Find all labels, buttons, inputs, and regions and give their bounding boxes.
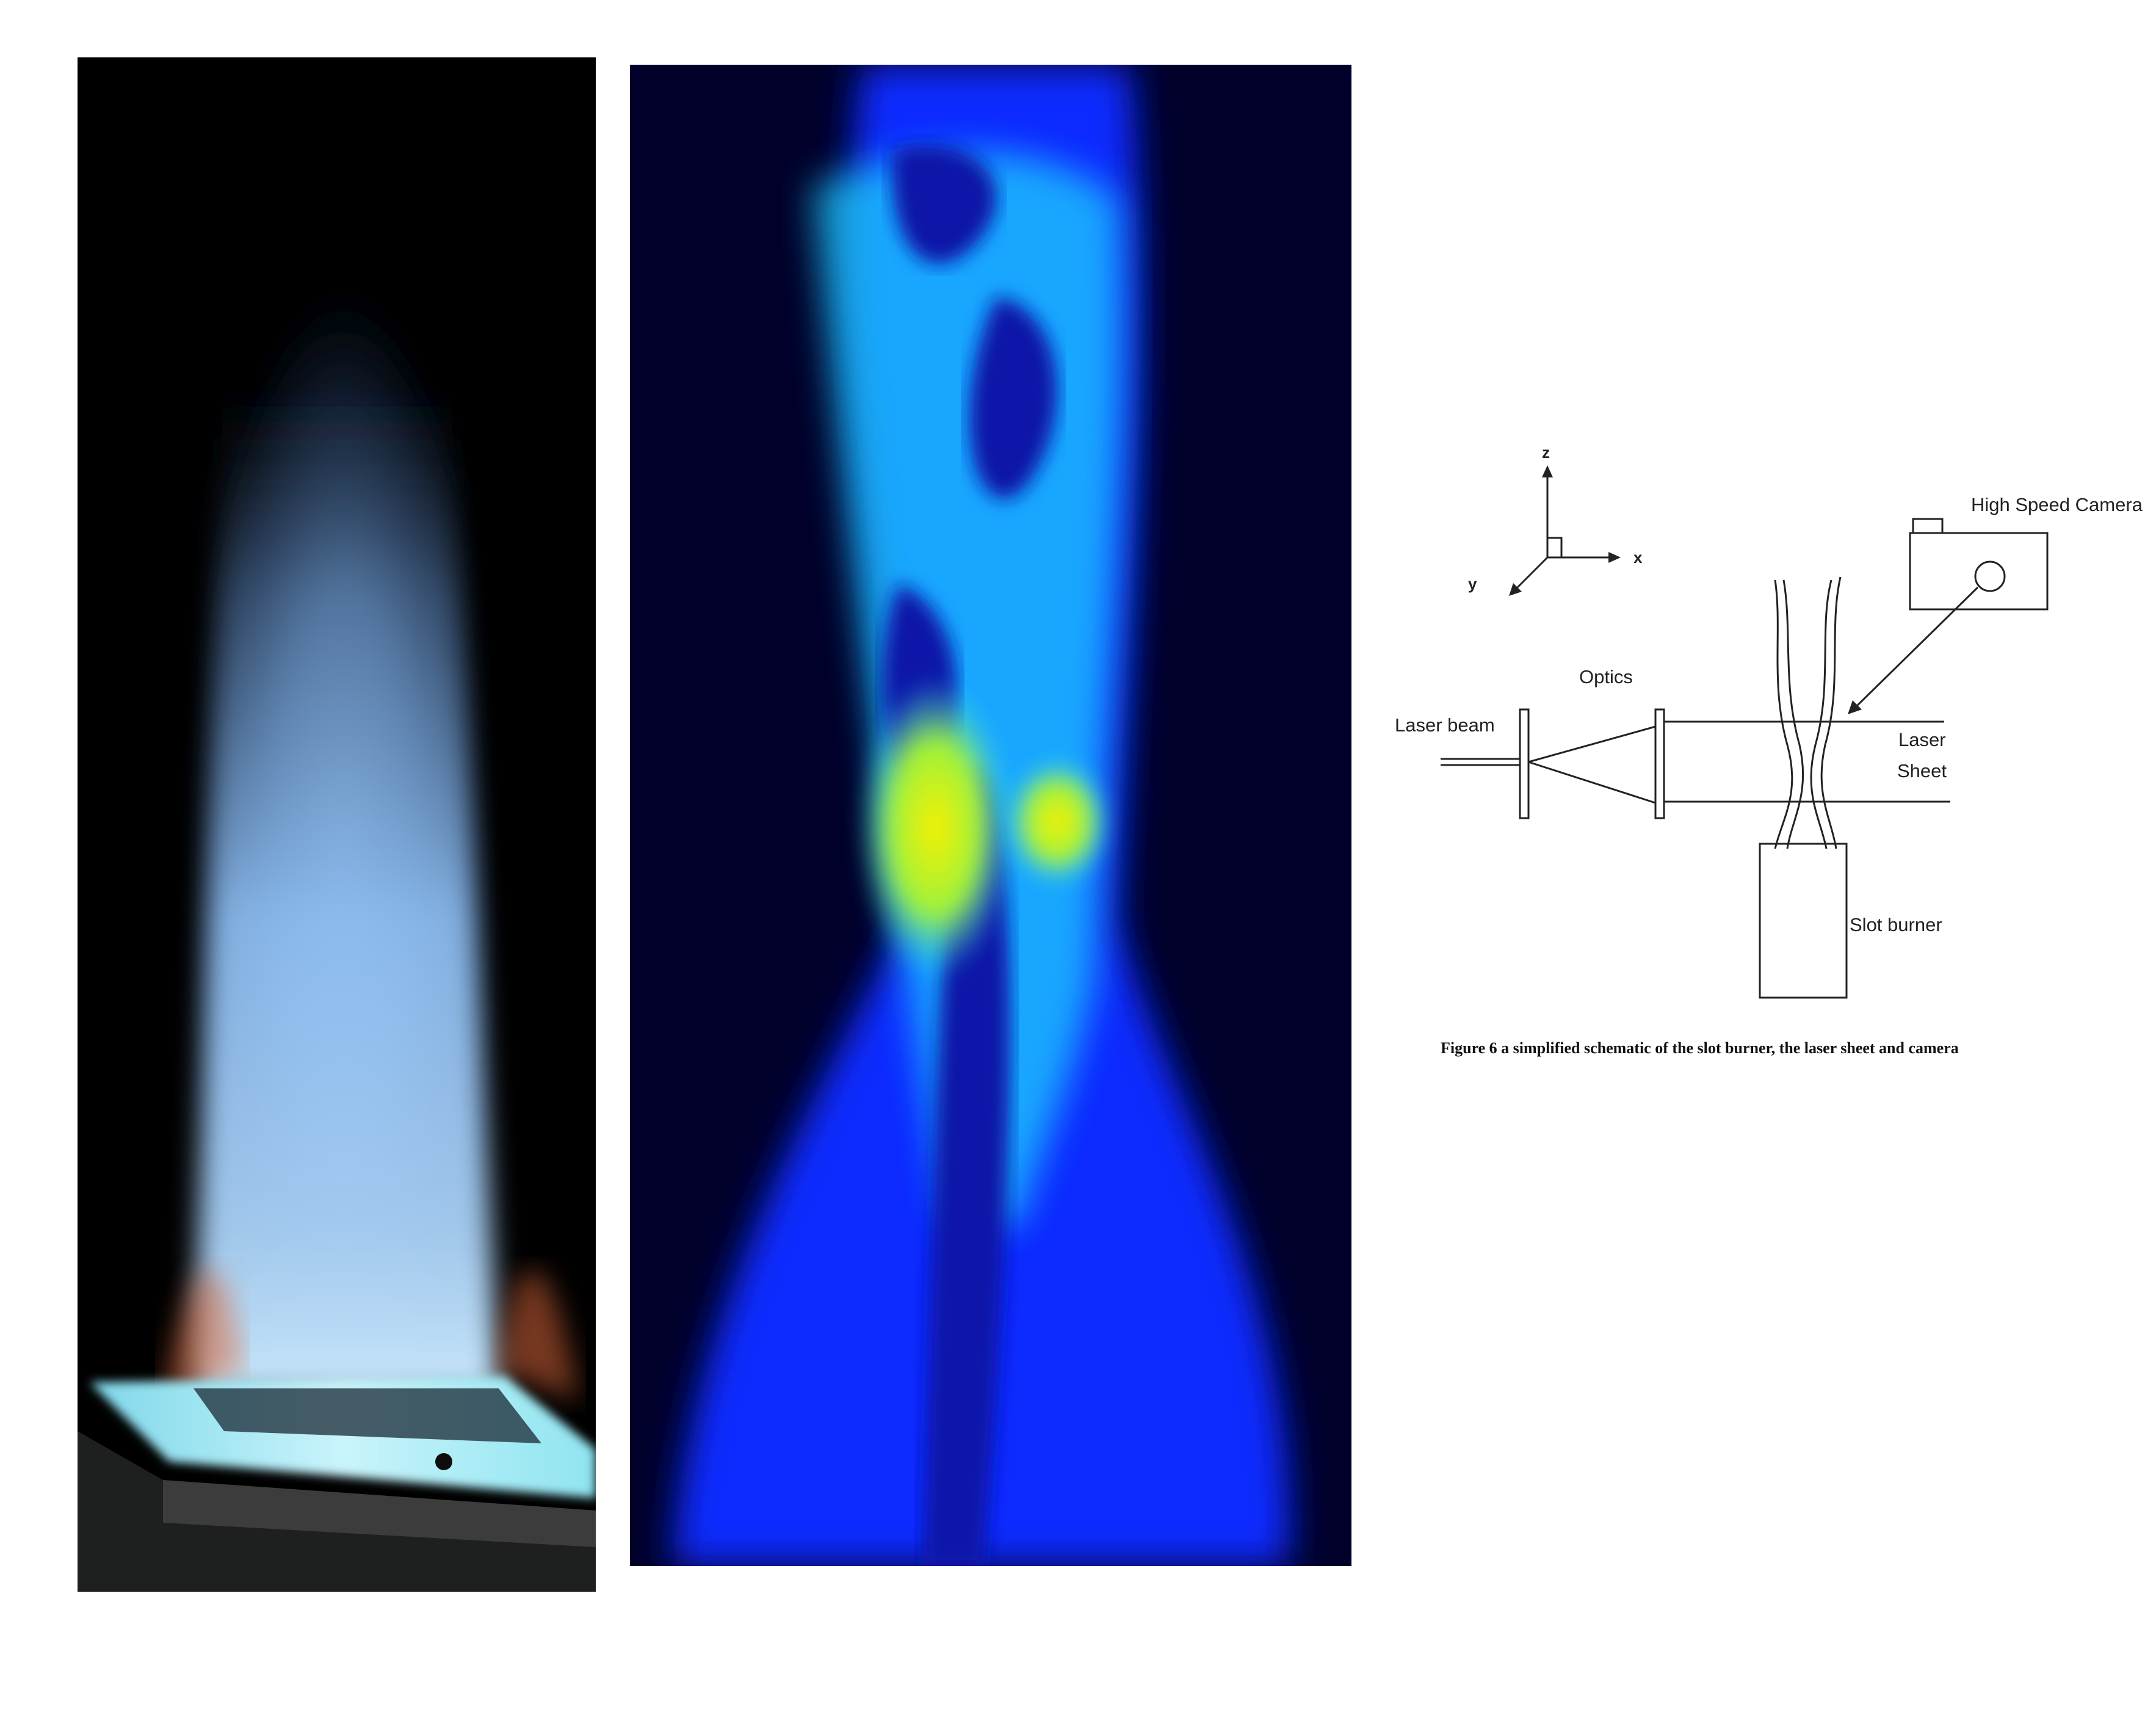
plif-graphic [630,65,1351,1566]
optics-label: Optics [1579,666,1633,687]
z-axis-arrow [1542,465,1553,477]
flame-edge-right [499,1269,578,1401]
flame-strand-1 [1774,579,1793,849]
y-axis-line [1514,556,1549,590]
axis-origin-box [1546,537,1563,559]
laser-sheet-label-line1: Laser [1898,729,1946,750]
schematic-diagram: z x y High Speed Camera Optics Laser bea… [1395,443,2143,999]
beam-expand-top [1528,725,1656,763]
camera-top [1912,518,1944,534]
y-axis-label: y [1468,575,1477,593]
plif-vortex-1 [892,144,997,264]
figure-caption: Figure 6 a simplified schematic of the s… [1441,1039,1959,1057]
beam-expand-bottom [1528,761,1656,804]
camera-label: High Speed Camera [1971,494,2143,515]
slot-burner-box [1759,843,1848,999]
burner-screw [435,1453,452,1470]
slot-burner-label: Slot burner [1850,914,1942,935]
flame-strand-3 [1810,579,1832,849]
burner-slot [194,1388,541,1443]
camera-body [1909,532,2049,611]
laser-sheet-label-line2: Sheet [1897,760,1947,782]
plif-image [630,65,1351,1566]
y-axis-arrow [1509,583,1522,596]
z-axis-label: z [1542,443,1550,462]
burner-face [163,1480,596,1547]
x-axis-arrow [1608,552,1621,563]
plif-hotspot-left [856,675,1015,981]
camera-view-line [1854,586,1979,708]
laser-beam-label: Laser beam [1395,714,1495,736]
flame-photograph [78,57,596,1592]
plif-vortex-2 [969,297,1057,499]
flame-edge-left [163,1269,242,1401]
flame-strand-2 [1782,579,1804,849]
camera-lens [1974,560,2006,592]
flame-photo-graphic [78,57,596,1592]
camera-view-arrow [1848,700,1862,714]
plif-hotspot-right [1002,755,1112,889]
x-axis-label: x [1633,548,1643,567]
optic-lens-2 [1654,708,1665,819]
flame-strand-4 [1820,576,1842,849]
optic-lens-1 [1519,708,1530,819]
flame-body [194,329,499,1395]
